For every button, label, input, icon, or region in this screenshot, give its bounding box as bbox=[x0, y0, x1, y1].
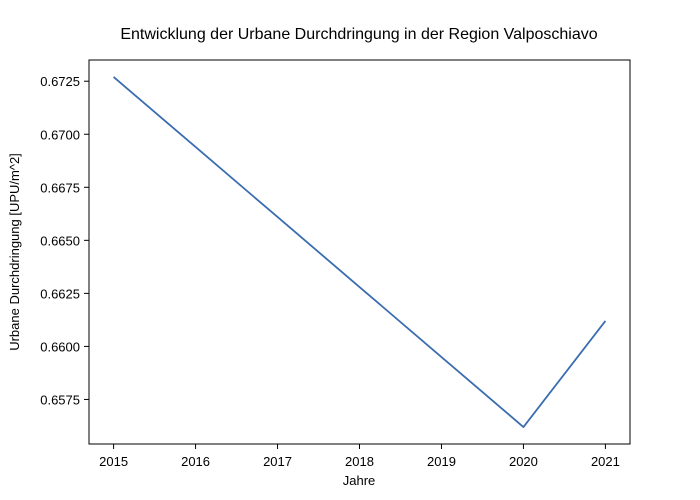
y-tick-label: 0.6725 bbox=[40, 74, 80, 89]
y-tick-label: 0.6575 bbox=[40, 392, 80, 407]
y-tick-label: 0.6625 bbox=[40, 286, 80, 301]
plot-area bbox=[113, 76, 607, 428]
y-tick-label: 0.6600 bbox=[40, 339, 80, 354]
x-tick-label: 2015 bbox=[99, 454, 128, 469]
x-tick-label: 2016 bbox=[181, 454, 210, 469]
series-line bbox=[113, 76, 607, 428]
x-axis-label: Jahre bbox=[343, 473, 376, 488]
x-tick-label: 2019 bbox=[427, 454, 456, 469]
x-tick-label: 2018 bbox=[345, 454, 374, 469]
y-axis-label: Urbane Durchdringung [UPU/m^2] bbox=[7, 153, 22, 351]
y-axis: 0.6575 0.6600 0.6625 0.6650 0.6675 0.6700 0.67… bbox=[40, 74, 89, 407]
y-tick-label: 0.6675 bbox=[40, 180, 80, 195]
x-tick-label: 2021 bbox=[591, 454, 620, 469]
x-tick-label: 2020 bbox=[509, 454, 538, 469]
y-tick-label: 0.6700 bbox=[40, 127, 80, 142]
x-tick-label: 2017 bbox=[263, 454, 292, 469]
y-tick-label: 0.6650 bbox=[40, 233, 80, 248]
x-axis: 2015 2016 2017 2018 2019 2020 2021 bbox=[99, 444, 620, 469]
chart-title: Entwicklung der Urbane Durchdringung in … bbox=[120, 26, 597, 43]
